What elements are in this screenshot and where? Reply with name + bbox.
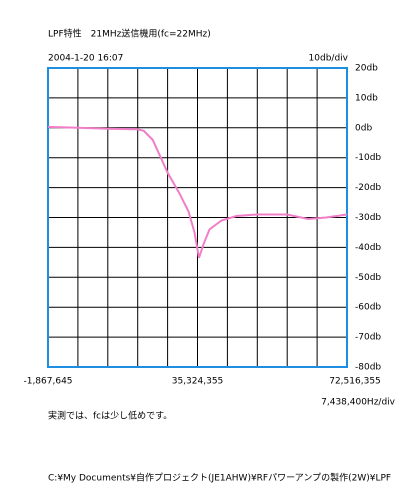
y-tick-label: -50db [355,273,381,283]
x-tick-label: 35,324,355 [172,377,224,387]
x-tick-label: 72,516,355 [329,377,381,387]
trace [47,125,348,259]
x-scale: 7,438,400Hz/div [321,398,396,408]
y-tick-label: -10db [355,153,381,163]
x-tick-label: -1,867,645 [23,377,72,387]
y-tick-label: 0db [355,123,372,133]
y-scale: 10db/div [309,54,349,64]
file-path: C:¥My Documents¥自作プロジェクト(JE1AHW)¥RFパワーアン… [48,472,391,484]
y-tick-label: -70db [355,333,381,343]
timestamp: 2004-1-20 16:07 [48,54,123,64]
y-tick-label: -60db [355,303,381,313]
y-tick-label: -40db [355,243,381,253]
y-tick-label: -80db [355,363,381,373]
plot-frame [47,67,348,368]
y-tick-label: -20db [355,183,381,193]
y-tick-label: -30db [355,213,381,223]
chart-title: LPF特性 21MHz送信機用(fc=22MHz) [48,28,211,40]
note: 実測では、fcは少し低めです。 [48,410,172,422]
y-tick-label: 10db [355,93,378,103]
y-tick-label: 20db [355,64,378,74]
